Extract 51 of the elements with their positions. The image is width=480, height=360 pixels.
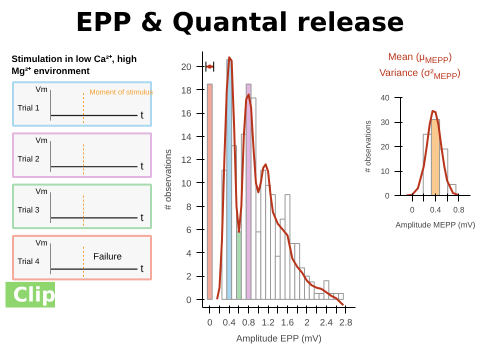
- y-tick-label: 10: [380, 167, 390, 176]
- text: Stimulation in low Ca²⁺, high Mg²⁺ environment: [12, 54, 138, 76]
- x-tick-label: 1.2: [262, 318, 275, 328]
- text: Vm: [36, 84, 48, 94]
- y-tick-label: 8: [186, 202, 192, 212]
- y-axis-title: # observations: [163, 148, 174, 210]
- text: Clip: [13, 282, 56, 307]
- y-tick-label: 4: [186, 248, 192, 258]
- x-tick-label: 2.4: [320, 318, 333, 328]
- text: Vm: [36, 187, 48, 196]
- category-label: Trial 1: [18, 103, 40, 112]
- category-label: Trial 4: [18, 256, 40, 266]
- y-tick-label: 14: [181, 132, 192, 142]
- y-tick-label: 2: [186, 272, 192, 282]
- text: Failure: [93, 251, 122, 262]
- x-tick-label: 0: [207, 318, 212, 328]
- text: Mean (μ$_{MEPP}$): [388, 52, 452, 65]
- y-tick-label: 30: [380, 118, 390, 127]
- y-tick-label: 18: [181, 85, 192, 96]
- y-tick-label: 12: [181, 155, 192, 166]
- y-tick-label: 16: [181, 108, 192, 119]
- text: Variance (σ²$_{MEPP}$): [379, 68, 461, 81]
- y-tick-label: 0: [385, 192, 390, 200]
- y-tick-label: 40: [380, 94, 390, 102]
- line-series: [405, 110, 460, 196]
- x-tick-label: 0: [410, 206, 415, 214]
- x-tick-label: 0.8: [242, 318, 256, 328]
- y-tick-label: 0: [186, 294, 192, 305]
- x-tick-label: 0.4: [430, 206, 442, 214]
- text: t: [140, 212, 144, 224]
- category-label: Trial 3: [18, 206, 40, 215]
- x-tick-label: 2.8: [339, 318, 352, 328]
- text: Vm: [36, 238, 48, 248]
- x-axis-title: Amplitude MEPP (mV): [395, 220, 476, 230]
- y-tick-label: 6: [186, 225, 192, 236]
- text: Vm: [36, 136, 48, 145]
- x-tick-label: 0.8: [453, 206, 465, 214]
- category-label: Trial 2: [18, 154, 40, 164]
- y-tick-label: 10: [181, 178, 192, 188]
- text: t: [140, 263, 144, 276]
- text: t: [140, 110, 144, 122]
- y-axis-title: # observations: [364, 120, 373, 173]
- x-tick-label: 1.6: [281, 318, 294, 328]
- x-axis-title: Amplitude EPP (mV): [236, 334, 322, 344]
- x-tick-label: 0.4: [222, 318, 236, 328]
- text: t: [140, 160, 144, 173]
- y-tick-label: 20: [181, 62, 192, 72]
- x-tick-label: 2: [304, 318, 310, 328]
- line-series: [216, 56, 344, 306]
- text: EPP & Quantal release: [76, 7, 404, 40]
- y-tick-label: 20: [380, 142, 390, 152]
